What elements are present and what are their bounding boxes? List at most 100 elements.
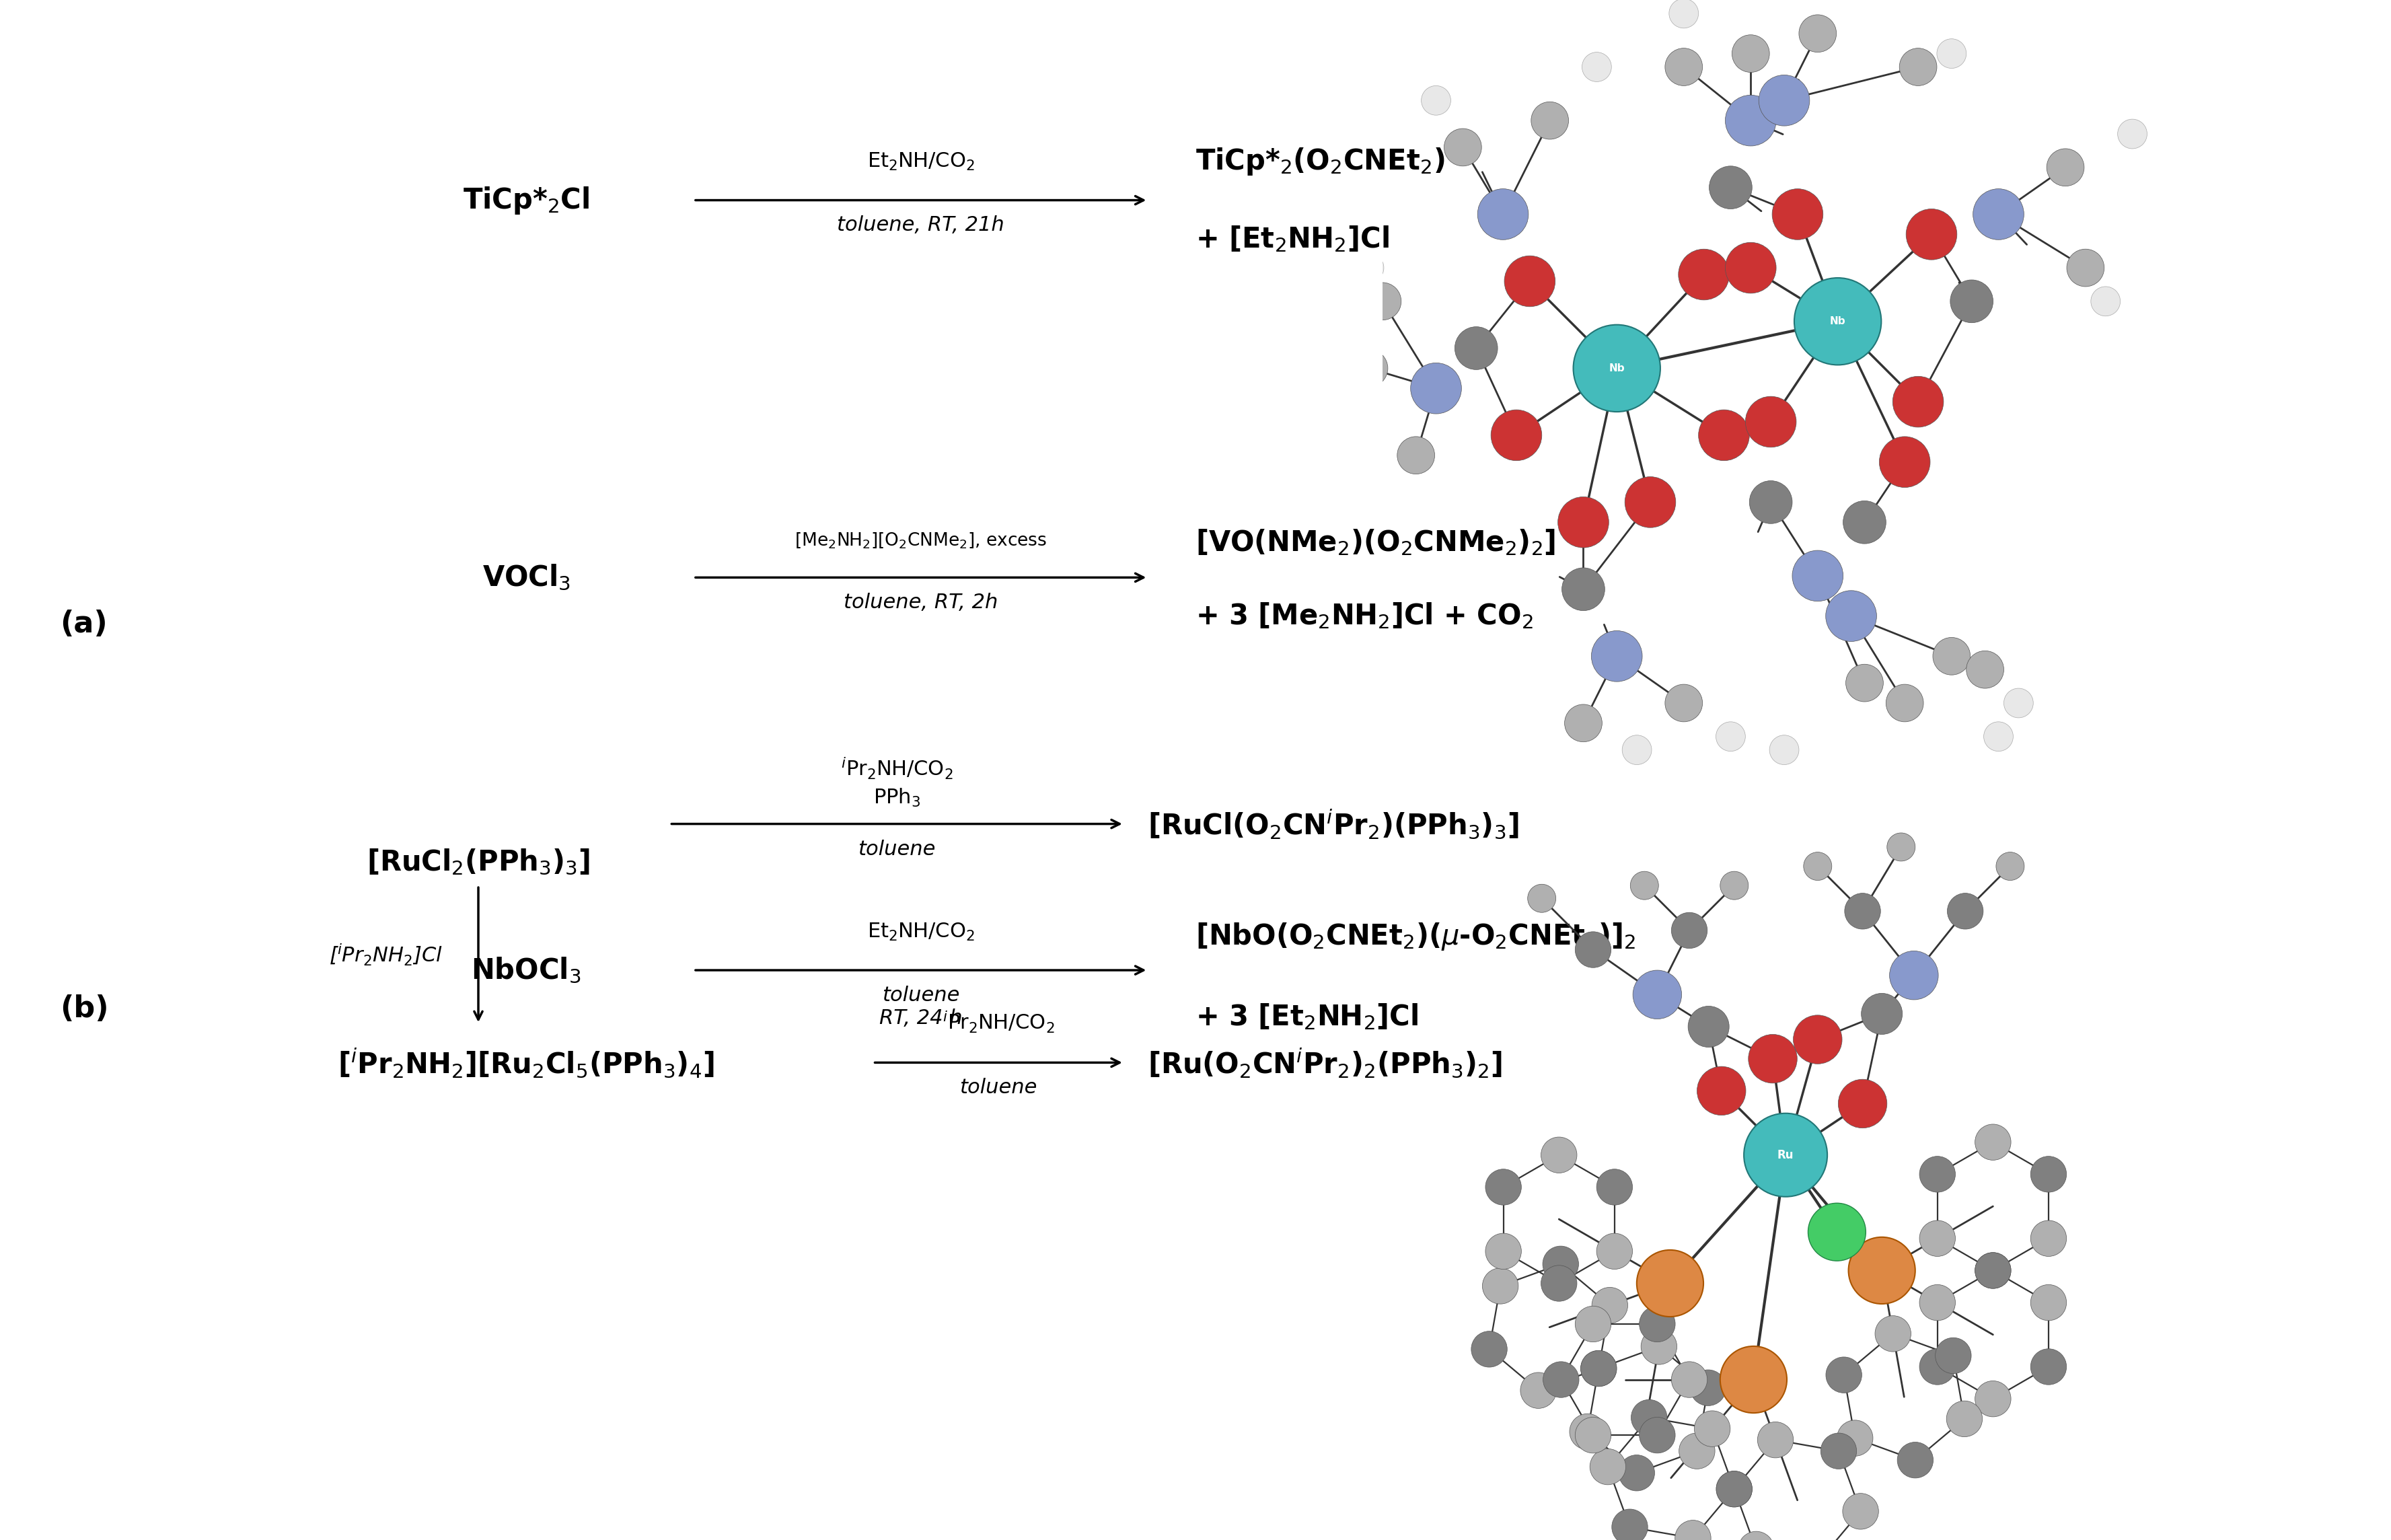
Text: + 3 [Me$_2$NH$_2$]Cl + CO$_2$: + 3 [Me$_2$NH$_2$]Cl + CO$_2$	[1196, 601, 1533, 631]
Circle shape	[1860, 993, 1901, 1035]
Text: + [Et$_2$NH$_2$]Cl: + [Et$_2$NH$_2$]Cl	[1196, 223, 1389, 254]
Circle shape	[1530, 102, 1568, 139]
Circle shape	[1631, 872, 1657, 899]
Circle shape	[1504, 256, 1554, 306]
Text: [$^i$Pr$_2$NH$_2$][Ru$_2$Cl$_5$(PPh$_3$)$_4$]: [$^i$Pr$_2$NH$_2$][Ru$_2$Cl$_5$(PPh$_3$)…	[337, 1046, 715, 1080]
Circle shape	[1576, 932, 1612, 967]
Circle shape	[1576, 1417, 1612, 1454]
Circle shape	[1748, 1035, 1796, 1083]
Circle shape	[1793, 277, 1882, 365]
Circle shape	[1597, 1169, 1633, 1204]
Circle shape	[1920, 1157, 1956, 1192]
Circle shape	[1363, 282, 1401, 320]
Circle shape	[1769, 735, 1798, 765]
Circle shape	[1597, 1234, 1633, 1269]
Circle shape	[1717, 1471, 1753, 1508]
Circle shape	[1846, 664, 1882, 702]
Circle shape	[1719, 1346, 1786, 1414]
Circle shape	[1791, 550, 1843, 601]
Circle shape	[1674, 1520, 1710, 1540]
Text: Ru: Ru	[1777, 1149, 1793, 1161]
Circle shape	[1478, 189, 1528, 240]
Circle shape	[1580, 1351, 1616, 1386]
Text: Et$_2$NH/CO$_2$: Et$_2$NH/CO$_2$	[868, 151, 973, 172]
Text: [NbO(O$_2$CNEt$_2$)($\mu$-O$_2$CNEt$_2$)]$_2$: [NbO(O$_2$CNEt$_2$)($\mu$-O$_2$CNEt$_2$)…	[1196, 921, 1635, 952]
Circle shape	[1698, 1066, 1745, 1115]
Circle shape	[1975, 1124, 2011, 1160]
Circle shape	[1839, 1080, 1886, 1127]
Circle shape	[1690, 1369, 1726, 1406]
Circle shape	[1420, 86, 1451, 115]
Circle shape	[1714, 722, 1745, 752]
Circle shape	[1889, 952, 1937, 999]
Circle shape	[1638, 1417, 1674, 1454]
Circle shape	[2030, 1220, 2066, 1257]
Circle shape	[1411, 363, 1461, 414]
Circle shape	[1836, 1420, 1872, 1457]
Circle shape	[1772, 189, 1822, 240]
Circle shape	[2004, 688, 2032, 718]
Circle shape	[1932, 638, 1970, 675]
Text: [RuCl$_2$(PPh$_3$)$_3$]: [RuCl$_2$(PPh$_3$)$_3$]	[366, 849, 591, 876]
Circle shape	[1843, 501, 1886, 544]
Circle shape	[1724, 242, 1777, 293]
Circle shape	[1542, 1361, 1578, 1398]
Circle shape	[1698, 410, 1748, 460]
Circle shape	[1745, 396, 1796, 447]
Circle shape	[1738, 1531, 1774, 1540]
Circle shape	[1334, 387, 1363, 416]
Text: + 3 [Et$_2$NH$_2$]Cl: + 3 [Et$_2$NH$_2$]Cl	[1196, 1001, 1418, 1032]
Text: toluene, RT, 21h: toluene, RT, 21h	[837, 216, 1004, 236]
Circle shape	[2047, 149, 2083, 186]
Circle shape	[1619, 1455, 1655, 1491]
Circle shape	[1592, 1287, 1628, 1323]
Circle shape	[1678, 249, 1729, 300]
Text: [Ru(O$_2$CN$^i$Pr$_2$)$_2$(PPh$_3$)$_2$]: [Ru(O$_2$CN$^i$Pr$_2$)$_2$(PPh$_3$)$_2$]	[1148, 1046, 1502, 1080]
Circle shape	[1824, 1357, 1860, 1392]
Circle shape	[1671, 912, 1707, 949]
Circle shape	[1576, 1306, 1612, 1341]
Circle shape	[1724, 95, 1777, 146]
Circle shape	[1693, 1411, 1729, 1446]
Circle shape	[1482, 1267, 1518, 1304]
Circle shape	[1470, 1331, 1506, 1368]
Circle shape	[1848, 1237, 1915, 1304]
Circle shape	[2066, 249, 2104, 286]
Text: PPh$_3$: PPh$_3$	[873, 787, 921, 809]
Circle shape	[1808, 1203, 1865, 1261]
Circle shape	[1485, 1169, 1521, 1204]
Circle shape	[1678, 1434, 1714, 1469]
Circle shape	[1540, 1137, 1576, 1173]
Text: (b): (b)	[60, 995, 108, 1023]
Circle shape	[1528, 884, 1557, 912]
Circle shape	[1824, 590, 1877, 642]
Circle shape	[1975, 1381, 2011, 1417]
Circle shape	[1580, 52, 1612, 82]
Text: NbOCl$_3$: NbOCl$_3$	[471, 956, 581, 984]
Circle shape	[1542, 1246, 1578, 1281]
Circle shape	[1353, 253, 1384, 282]
Circle shape	[1490, 410, 1542, 460]
Text: $^i$Pr$_2$NH/CO$_2$: $^i$Pr$_2$NH/CO$_2$	[842, 756, 952, 781]
Circle shape	[1635, 1250, 1702, 1317]
Circle shape	[1843, 893, 1879, 929]
Circle shape	[1623, 477, 1676, 528]
Circle shape	[1965, 651, 2004, 688]
Text: Nb: Nb	[1609, 363, 1623, 373]
Circle shape	[1454, 326, 1497, 370]
Text: toluene, RT, 2h: toluene, RT, 2h	[844, 593, 997, 613]
Circle shape	[1540, 1266, 1576, 1301]
Circle shape	[1757, 75, 1810, 126]
Text: TiCp*$_2$Cl: TiCp*$_2$Cl	[464, 185, 588, 216]
Circle shape	[1973, 189, 2023, 240]
Circle shape	[1949, 280, 1992, 323]
Circle shape	[1946, 1401, 1982, 1437]
Circle shape	[1521, 1372, 1557, 1409]
Text: [VO(NMe$_2$)(O$_2$CNMe$_2$)$_2$]: [VO(NMe$_2$)(O$_2$CNMe$_2$)$_2$]	[1196, 527, 1557, 557]
Circle shape	[1803, 852, 1832, 881]
Text: [RuCl(O$_2$CN$^i$Pr$_2$)(PPh$_3$)$_3$]: [RuCl(O$_2$CN$^i$Pr$_2$)(PPh$_3$)$_3$]	[1148, 807, 1518, 841]
Text: [Me$_2$NH$_2$][O$_2$CNMe$_2$], excess: [Me$_2$NH$_2$][O$_2$CNMe$_2$], excess	[794, 531, 1047, 550]
Circle shape	[1891, 376, 1944, 427]
Circle shape	[2030, 1284, 2066, 1321]
Circle shape	[1396, 436, 1435, 474]
